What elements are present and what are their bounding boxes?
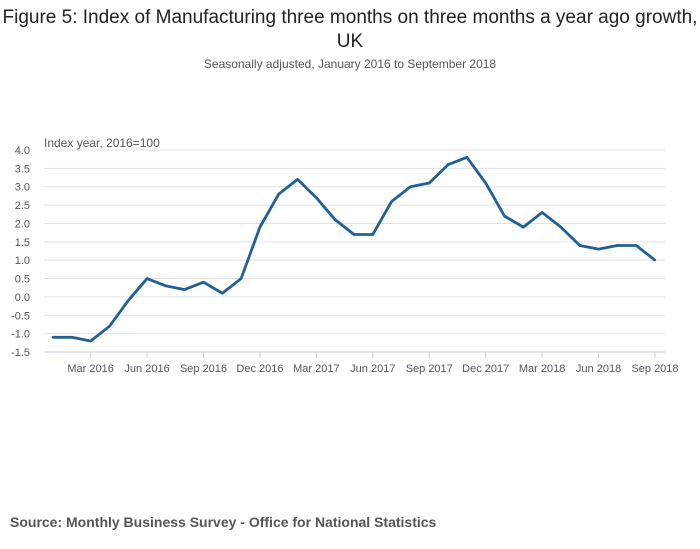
series-line [53,155,656,343]
data-point [89,339,92,343]
data-point [409,185,412,188]
source-note: Source: Monthly Business Survey - Office… [10,514,437,530]
x-tick-label: Dec 2016 [236,363,283,375]
line-chart: Index year, 2016=100 4.0 3.5 3.0 2.5 2.0 1.5 1… [11,136,679,375]
data-point [108,325,111,328]
x-tick-label: Mar 2016 [67,363,113,375]
data-point [653,258,657,262]
y-tick-label: 4.0 [15,145,30,157]
data-point [503,214,506,218]
y-tick-label: 1.0 [15,255,30,267]
y-tick-label: -1.0 [11,329,30,341]
data-point [597,247,600,251]
x-tick-label: Mar 2017 [293,363,339,375]
y-tick-label: 3.5 [15,163,30,175]
x-tick-label: Sep 2017 [406,363,453,375]
x-tick-label: Jun 2017 [350,363,395,375]
data-point [239,277,243,280]
x-tick-label: Sep 2016 [180,363,227,375]
y-tick-label: 0.5 [15,274,30,286]
data-point [221,292,224,295]
y-tick-label: 2.0 [15,218,30,230]
data-point [634,244,638,247]
data-point [183,288,186,291]
chart-subtitle: Seasonally adjusted, January 2016 to Sep… [203,57,497,71]
y-tick-label: -1.5 [11,347,30,359]
y-axis-label: Index year, 2016=100 [44,136,160,150]
data-point [127,299,130,302]
data-point [559,225,563,229]
y-tick-label: 0.0 [15,292,30,304]
data-point [540,211,544,214]
data-point [202,281,205,284]
data-point [352,233,356,236]
data-point [315,196,318,199]
data-point [145,277,149,280]
data-point [465,156,469,159]
data-point [484,181,487,185]
data-point [522,225,525,229]
x-tick-label: Mar 2018 [519,363,565,375]
y-tick-label: 2.5 [15,200,30,212]
data-point [164,284,168,288]
data-point [296,178,299,181]
data-point [428,181,431,185]
x-tick-label: Dec 2017 [462,363,509,375]
data-point [616,244,619,247]
x-tick-label: Jun 2016 [124,363,169,375]
data-point [578,244,581,247]
data-point [333,218,337,221]
data-point [277,192,280,196]
data-point [51,336,55,339]
x-tick-label: Sep 2018 [631,363,678,375]
y-tick-label: 3.0 [15,182,30,194]
y-tick-label: 1.5 [15,237,30,249]
y-tick-label: -0.5 [11,310,30,322]
chart-title: Figure 5: Index of Manufacturing three m… [2,7,698,52]
data-point [390,200,393,203]
data-point [446,163,450,166]
x-tick-label: Jun 2018 [576,363,621,375]
data-point [258,225,262,229]
data-point [371,233,375,236]
data-point [70,336,74,339]
